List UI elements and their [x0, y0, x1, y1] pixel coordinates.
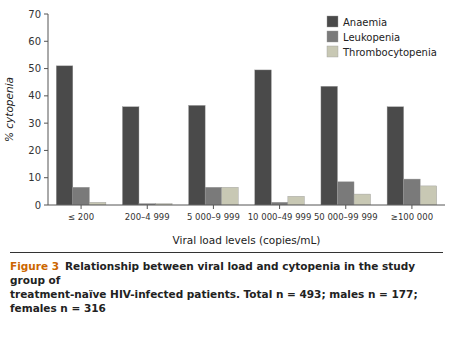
x-tick — [81, 205, 82, 209]
y-tick-label: 10 — [28, 172, 41, 183]
y-tick — [44, 205, 48, 206]
x-tick — [411, 205, 412, 209]
y-tick-label: 0 — [35, 200, 41, 211]
x-tick — [147, 205, 148, 209]
legend-swatch — [327, 16, 338, 27]
caption-line: Figure 3Relationship between viral load … — [10, 259, 443, 287]
bar — [404, 179, 421, 205]
y-tick — [44, 95, 48, 96]
x-tick-label: 200–4 999 — [125, 212, 170, 222]
x-tick — [213, 205, 214, 209]
bar — [222, 187, 239, 205]
y-tick — [44, 41, 48, 42]
legend-swatch — [327, 31, 338, 42]
legend-label: Anaemia — [343, 17, 387, 28]
x-tick-label: 5 000–9 999 — [187, 212, 240, 222]
caption-text: treatment-naïve HIV-infected patients. T… — [10, 288, 418, 314]
x-axis — [48, 205, 445, 206]
y-tick — [44, 14, 48, 15]
x-tick-label: 10 000–49 999 — [248, 212, 312, 222]
legend-swatch — [327, 46, 338, 57]
bar — [354, 194, 371, 205]
y-tick-label: 30 — [28, 118, 41, 129]
y-tick — [44, 177, 48, 178]
y-axis — [48, 14, 49, 205]
bar — [189, 105, 206, 205]
bar — [255, 70, 272, 205]
chart: 0 10 20 30 40 50 60 70 ≤ 200 200–4 999 5 000–9 999… — [0, 0, 453, 252]
caption-line: treatment-naïve HIV-infected patients. T… — [10, 287, 443, 315]
caption-text: Figure 3 — [10, 260, 59, 272]
legend-label: Thrombocytopenia — [342, 47, 437, 58]
caption-text: Relationship between viral load and cyto… — [10, 260, 415, 286]
y-tick-label: 60 — [28, 36, 41, 47]
x-axis-label: Viral load levels (copies/mL) — [173, 234, 321, 246]
y-tick-label: 50 — [28, 63, 41, 74]
legend-label: Leukopenia — [343, 32, 400, 43]
bars — [56, 66, 436, 205]
bar — [56, 66, 73, 205]
legend: Anaemia Leukopenia Thrombocytopenia — [327, 16, 437, 58]
x-tick-label: 50 000–99 999 — [314, 212, 378, 222]
bar — [205, 187, 222, 205]
x-tick-label: ≤ 200 — [68, 212, 94, 222]
bar — [387, 107, 404, 205]
y-tick — [44, 123, 48, 124]
bar — [321, 86, 338, 205]
y-tick — [44, 150, 48, 151]
x-tick — [345, 205, 346, 209]
bar — [337, 182, 354, 205]
y-tick-label: 70 — [28, 9, 41, 20]
y-tick — [44, 68, 48, 69]
bar — [122, 107, 139, 205]
x-tick-label: ≥100 000 — [391, 212, 433, 222]
y-axis-label: % cytopenia — [3, 77, 15, 142]
y-tick-label: 20 — [28, 145, 41, 156]
bar — [420, 186, 437, 205]
caption: Figure 3Relationship between viral load … — [10, 252, 443, 315]
y-tick-label: 40 — [28, 90, 41, 101]
bar — [73, 187, 90, 205]
bar — [288, 196, 305, 205]
x-tick — [279, 205, 280, 209]
